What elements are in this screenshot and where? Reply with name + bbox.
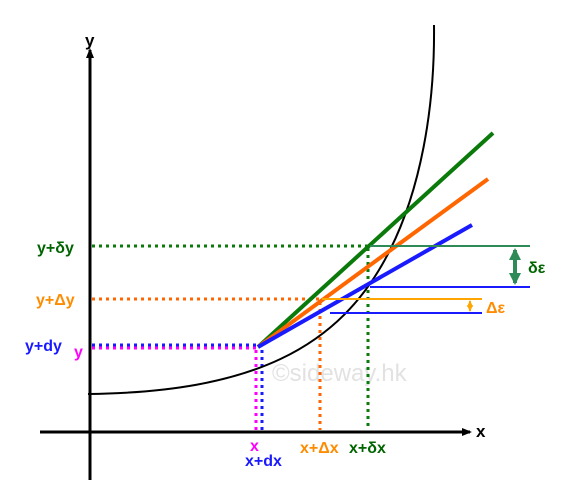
watermark: ©sideway.hk [272, 360, 408, 387]
x-delta-label: x+δx [349, 440, 386, 457]
x-Delta-label: x+Δx [300, 440, 339, 457]
secant-Delta-line [256, 177, 490, 349]
y-delta-label: y+δy [37, 240, 74, 257]
x-label: x [250, 438, 259, 455]
y-Delta-label: y+Δy [36, 292, 75, 309]
y-label: y [74, 344, 83, 361]
delta-eps-label: δε [528, 260, 546, 277]
x-dx-label: x+dx [245, 453, 282, 470]
function-curve [87, 24, 436, 395]
x-axis-label: x [476, 422, 486, 441]
secant-delta-line [256, 131, 495, 349]
y-dy-label: y+dy [25, 338, 62, 355]
Delta-eps-label: Δε [486, 300, 506, 317]
y-axis-label: y [85, 31, 95, 50]
